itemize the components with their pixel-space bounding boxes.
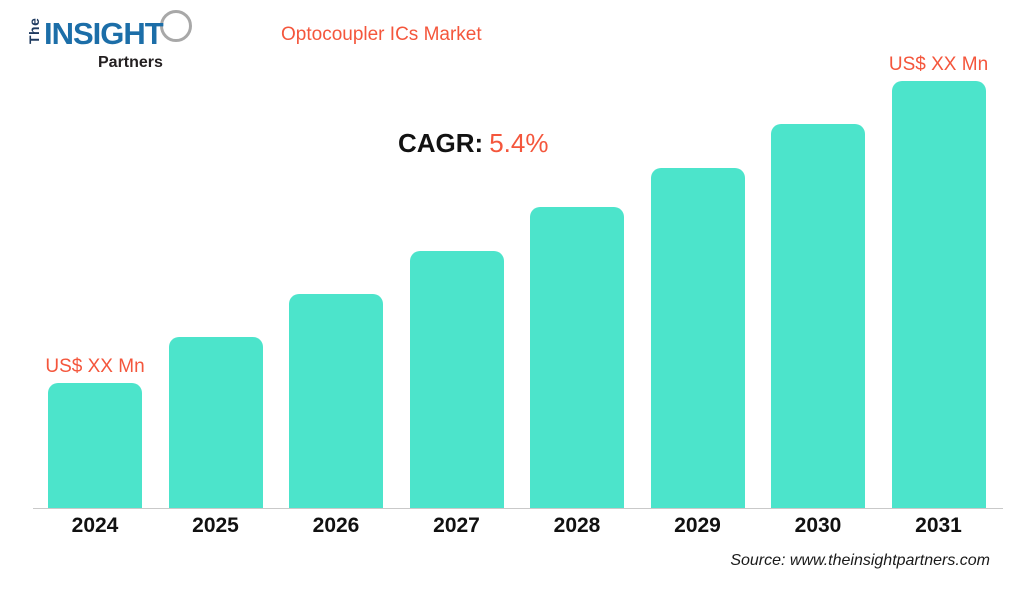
page-title: Optocoupler ICs Market xyxy=(281,24,482,45)
bar-column-2030 xyxy=(771,124,865,508)
x-axis-labels: 2024 2025 2026 2027 2028 2029 2030 2031 xyxy=(48,514,986,538)
bar-2031 xyxy=(891,81,986,508)
insight-partners-logo: The INSIGHT Partners xyxy=(24,8,204,80)
x-axis-label-2030: 2030 xyxy=(794,514,842,537)
bar-2029 xyxy=(650,168,745,508)
source-note: Source: www.theinsightpartners.com xyxy=(730,552,990,569)
bar-2026 xyxy=(289,294,383,508)
x-axis-label-2031: 2031 xyxy=(915,514,962,537)
bar-column-2028 xyxy=(530,207,624,508)
bar-value-label-2024: US$ XX Mn xyxy=(45,356,145,377)
cagr-label: CAGR: xyxy=(398,128,484,158)
bar-2027 xyxy=(409,251,504,508)
x-axis-label-2029: 2029 xyxy=(674,514,721,537)
bar-column-2027 xyxy=(409,251,504,508)
magnifier-circle-icon xyxy=(160,10,192,42)
bar-2028 xyxy=(530,207,624,508)
bar-2030 xyxy=(771,124,865,508)
x-axis-label-2024: 2024 xyxy=(71,514,119,537)
cagr-annotation: CAGR: 5.4% xyxy=(398,128,548,159)
logo-the-text: The xyxy=(26,17,42,44)
bar-2025 xyxy=(168,337,263,508)
bar-2024 xyxy=(48,383,142,508)
bar-column-2029 xyxy=(650,168,745,508)
x-axis-label-2026: 2026 xyxy=(312,514,360,537)
bar-value-label-2031: US$ XX Mn xyxy=(888,54,989,75)
x-axis-label-2027: 2027 xyxy=(433,514,480,537)
x-axis-label-2025: 2025 xyxy=(192,514,239,537)
bars-row: US$ XX Mn US$ XX Mn xyxy=(45,54,989,508)
logo-partners-text: Partners xyxy=(98,54,163,71)
x-axis-label-2028: 2028 xyxy=(553,514,601,537)
bar-column-2031: US$ XX Mn xyxy=(888,54,989,508)
x-axis-line xyxy=(33,508,1003,509)
bar-column-2024: US$ XX Mn xyxy=(45,356,145,508)
bar-column-2026 xyxy=(289,294,383,508)
bar-column-2025 xyxy=(168,337,263,508)
cagr-value: 5.4% xyxy=(489,128,549,158)
logo-insight-text: INSIGHT xyxy=(44,16,164,51)
